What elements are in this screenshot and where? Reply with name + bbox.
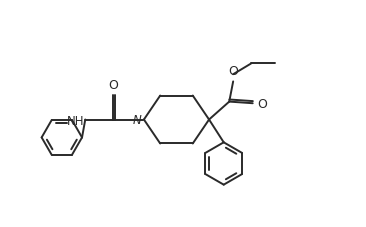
Text: O: O [108,79,118,91]
Text: NH: NH [67,114,84,127]
Text: O: O [257,97,267,110]
Text: O: O [228,65,238,78]
Text: N: N [132,114,141,126]
